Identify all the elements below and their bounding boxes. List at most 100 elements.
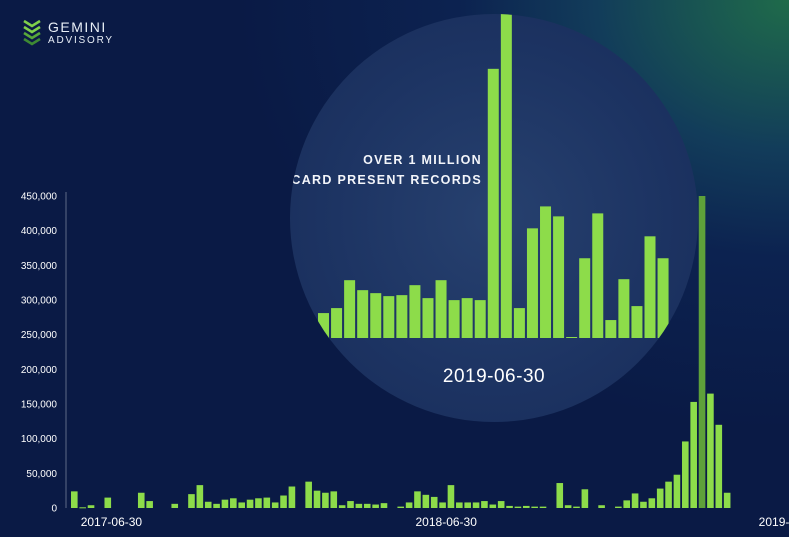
bar [288,486,296,508]
bar [405,502,413,508]
y-tick-label: 0 [51,504,57,515]
bar [598,505,605,508]
bar [623,500,631,508]
bar [497,501,505,508]
y-tick-label: 50,000 [26,469,57,480]
bar [213,503,220,508]
inset-bar-chart [318,14,669,339]
bar [698,196,706,508]
bar [640,501,647,508]
bar [690,401,697,508]
bar [456,502,463,508]
bar [204,501,212,508]
x-tick-label: 2018-06-30 [416,515,478,529]
inset-bar [331,308,343,338]
bar [79,507,86,509]
inset-bar [396,295,408,338]
bar [648,498,656,508]
inset-bar [344,280,356,338]
inset-date-label: 2019-06-30 [442,366,546,387]
bar [330,491,338,508]
y-axis-ticks: 0 50,000 100,000 150,000 200,000 250,000 300,0… [21,192,67,515]
bar [715,424,723,508]
bar [522,505,530,508]
bar [615,506,622,508]
bar [447,485,455,508]
logo-text-gemini: GEMINI [48,19,107,35]
inset-bar [566,337,578,338]
inset-bar [318,313,329,338]
y-tick-label: 400,000 [21,226,58,237]
logo-text-advisory: ADVISORY [48,35,114,46]
bar [707,393,714,508]
bar [723,492,731,508]
bar [196,485,204,508]
bar [188,494,195,508]
bar [631,493,639,508]
y-tick-label: 300,000 [21,296,58,307]
bar [137,492,145,508]
y-tick-label: 100,000 [21,434,58,445]
inset-bar [631,306,643,338]
bar [539,506,547,508]
inset-bar [605,320,617,338]
gemini-advisory-logo: GEMINI ADVISORY [22,18,142,50]
inset-bar [553,216,565,338]
y-tick-label: 250,000 [21,330,58,341]
x-tick-label: 2019-06-30 [759,515,789,529]
bar [422,494,430,508]
bar [430,496,438,508]
bar [472,502,480,508]
bar [363,503,371,508]
inset-bar [644,236,656,338]
chevron-stack-icon [23,19,41,46]
bar [280,495,287,508]
bar [87,505,95,508]
inset-bar [370,293,382,338]
inset-annotation-line-2: CARD PRESENT RECORDS [291,173,482,187]
bar [380,503,388,508]
bar [221,499,229,508]
inset-bar [513,308,525,338]
bar [464,502,471,508]
inset-bar [357,290,369,338]
bar [682,441,689,508]
inset-bar [540,206,552,338]
x-tick-label: 2017-06-30 [81,515,143,529]
bar [531,506,538,508]
inset-bar [461,298,473,338]
bar [673,474,681,508]
inset-bars [318,14,669,339]
inset-bar [435,280,447,338]
inset-bar [422,298,434,338]
zoom-inset-circle: OVER 1 MILLION CARD PRESENT RECORDS 2019… [290,14,698,422]
bar [255,498,262,508]
inset-bar [500,14,512,338]
inset-bar [448,300,460,338]
y-tick-label: 450,000 [21,192,58,203]
inset-bar [592,213,604,338]
bar [104,497,112,508]
bar [439,502,446,508]
bar [71,491,78,508]
bar [656,488,664,508]
bar [230,498,237,508]
bar [355,503,363,508]
bar [338,505,346,508]
y-tick-label: 350,000 [21,261,58,272]
inset-bar [487,68,499,339]
inset-bar [409,285,421,338]
bar [146,501,153,508]
bar [573,506,580,508]
bar [372,504,379,508]
bar [506,505,513,508]
inset-bar [474,300,486,338]
bar [556,483,564,508]
y-tick-label: 150,000 [21,400,58,411]
bar [238,502,245,508]
bar [564,505,572,508]
bar [665,481,672,508]
bar [322,492,329,508]
inset-bar [579,258,591,338]
main-bars [71,196,731,509]
